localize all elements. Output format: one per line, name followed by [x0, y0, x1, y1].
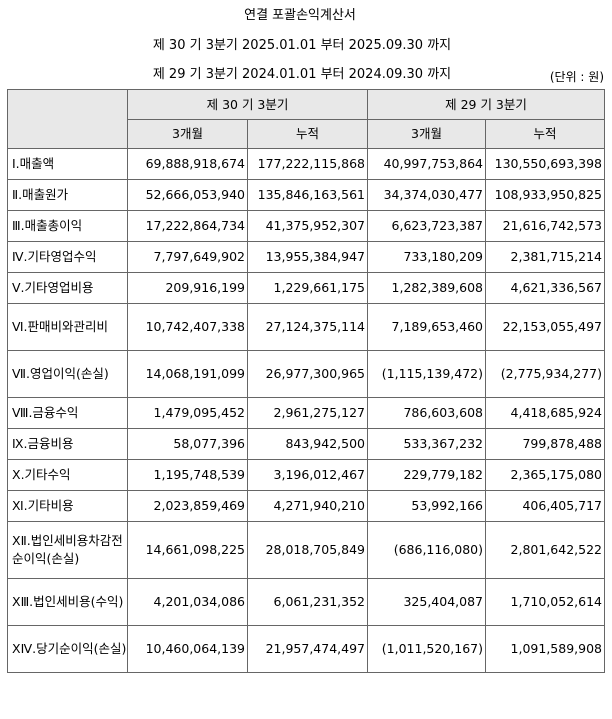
- row-label: Ⅷ.금융수익: [7, 397, 128, 429]
- current-3m-value: 7,797,649,902: [127, 241, 248, 273]
- current-3m-value: 10,460,064,139: [127, 625, 248, 673]
- prior-3m-value: 6,623,723,387: [367, 210, 486, 242]
- current-3m-value: 52,666,053,940: [127, 179, 248, 211]
- prior-cumulative-value: (2,775,934,277): [485, 350, 605, 398]
- current-cumulative-value: 21,957,474,497: [247, 625, 368, 673]
- table-row: ⅩⅣ.당기순이익(손실) 10,460,064,139 21,957,474,497…: [7, 625, 605, 673]
- row-label: Ⅳ.기타영업수익: [7, 241, 128, 273]
- prior-cumulative-value: 2,381,715,214: [485, 241, 605, 273]
- prior-3m-value: 53,992,166: [367, 490, 486, 522]
- prior-3m-value: (686,116,080): [367, 521, 486, 579]
- row-label: Ⅰ.매출액: [7, 148, 128, 180]
- statement-title: 연결 포괄손익계산서: [244, 8, 356, 23]
- current-3m-value: 1,479,095,452: [127, 397, 248, 429]
- prior-3m-value: (1,011,520,167): [367, 625, 486, 673]
- row-label: ⅩⅡ.법인세비용차감전순이익(손실): [7, 521, 128, 579]
- prior-3m-value: 533,367,232: [367, 428, 486, 460]
- prior-cumulative-value: 130,550,693,398: [485, 148, 605, 180]
- prior-3m-value: (1,115,139,472): [367, 350, 486, 398]
- prior-cumulative-value: 21,616,742,573: [485, 210, 605, 242]
- header-row-sub: 3개월 누적 3개월 누적: [8, 119, 605, 149]
- current-cumulative-value: 177,222,115,868: [247, 148, 368, 180]
- row-label: Ⅵ.판매비와관리비: [7, 303, 128, 351]
- prior-3m-value: 7,189,653,460: [367, 303, 486, 351]
- header-current-period: 제 30 기 3분기: [127, 89, 368, 120]
- current-cumulative-value: 26,977,300,965: [247, 350, 368, 398]
- row-label: Ⅴ.기타영업비용: [7, 272, 128, 304]
- row-label: Ⅱ.매출원가: [7, 179, 128, 211]
- prior-cumulative-value: 1,091,589,908: [485, 625, 605, 673]
- table-row: ⅩⅡ.법인세비용차감전순이익(손실) 14,661,098,225 28,018,7…: [7, 521, 605, 579]
- table-row: Ⅺ.기타비용 2,023,859,469 4,271,940,210 53,992,1…: [7, 490, 605, 522]
- current-cumulative-value: 1,229,661,175: [247, 272, 368, 304]
- prior-cumulative-value: 4,621,336,567: [485, 272, 605, 304]
- table-row: Ⅲ.매출총이익 17,222,864,734 41,375,952,307 6,623…: [7, 210, 605, 242]
- prior-cumulative-value: 22,153,055,497: [485, 303, 605, 351]
- prior-3m-value: 1,282,389,608: [367, 272, 486, 304]
- current-3m-value: 17,222,864,734: [127, 210, 248, 242]
- prior-3m-value: 40,997,753,864: [367, 148, 486, 180]
- current-3m-value: 14,661,098,225: [127, 521, 248, 579]
- income-statement-table: 제 30 기 3분기 제 29 기 3분기 3개월 누적 3개월 누적 Ⅰ.매출…: [7, 89, 605, 673]
- header-prior-cum: 누적: [485, 119, 605, 149]
- prior-3m-value: 229,779,182: [367, 459, 486, 491]
- table-row: Ⅵ.판매비와관리비 10,742,407,338 27,124,375,114 7,1…: [7, 303, 605, 351]
- row-label: Ⅶ.영업이익(손실): [7, 350, 128, 398]
- row-label: ⅩⅢ.법인세비용(수익): [7, 578, 128, 626]
- header-row-groups: 제 30 기 3분기 제 29 기 3분기: [7, 89, 605, 149]
- prior-cumulative-value: 4,418,685,924: [485, 397, 605, 429]
- current-3m-value: 58,077,396: [127, 428, 248, 460]
- table-row: Ⅷ.금융수익 1,479,095,452 2,961,275,127 786,603,…: [7, 397, 605, 429]
- table-row: Ⅳ.기타영업수익 7,797,649,902 13,955,384,947 733,1…: [7, 241, 605, 273]
- unit-label: (단위 : 원): [549, 70, 604, 84]
- prior-cumulative-value: 108,933,950,825: [485, 179, 605, 211]
- prior-cumulative-value: 406,405,717: [485, 490, 605, 522]
- period-prior: 제 29 기 3분기 2024.01.01 부터 2024.09.30 까지: [152, 67, 452, 82]
- header-current-3m: 3개월: [127, 119, 248, 149]
- prior-cumulative-value: 799,878,488: [485, 428, 605, 460]
- current-cumulative-value: 4,271,940,210: [247, 490, 368, 522]
- prior-3m-value: 733,180,209: [367, 241, 486, 273]
- table-row: Ⅸ.금융비용 58,077,396 843,942,500 533,367,232 79…: [7, 428, 605, 460]
- current-cumulative-value: 6,061,231,352: [247, 578, 368, 626]
- row-label: Ⅹ.기타수익: [7, 459, 128, 491]
- prior-3m-value: 325,404,087: [367, 578, 486, 626]
- current-cumulative-value: 135,846,163,561: [247, 179, 368, 211]
- current-cumulative-value: 27,124,375,114: [247, 303, 368, 351]
- row-label: Ⅺ.기타비용: [7, 490, 128, 522]
- current-3m-value: 2,023,859,469: [127, 490, 248, 522]
- row-label: Ⅸ.금융비용: [7, 428, 128, 460]
- period-current: 제 30 기 3분기 2025.01.01 부터 2025.09.30 까지: [152, 38, 452, 53]
- table-row: Ⅱ.매출원가 52,666,053,940 135,846,163,561 34,37…: [7, 179, 605, 211]
- prior-3m-value: 786,603,608: [367, 397, 486, 429]
- current-3m-value: 4,201,034,086: [127, 578, 248, 626]
- corner-header: [7, 89, 128, 149]
- current-3m-value: 69,888,918,674: [127, 148, 248, 180]
- table-row: Ⅶ.영업이익(손실) 14,068,191,099 26,977,300,965 (1…: [7, 350, 605, 398]
- current-cumulative-value: 2,961,275,127: [247, 397, 368, 429]
- header-prior-period: 제 29 기 3분기: [367, 89, 605, 120]
- table-row: Ⅴ.기타영업비용 209,916,199 1,229,661,175 1,282,38…: [7, 272, 605, 304]
- table-row: Ⅰ.매출액 69,888,918,674 177,222,115,868 40,997…: [7, 148, 605, 180]
- current-cumulative-value: 3,196,012,467: [247, 459, 368, 491]
- current-3m-value: 209,916,199: [127, 272, 248, 304]
- prior-cumulative-value: 1,710,052,614: [485, 578, 605, 626]
- current-3m-value: 10,742,407,338: [127, 303, 248, 351]
- header-prior-3m: 3개월: [367, 119, 486, 149]
- current-cumulative-value: 13,955,384,947: [247, 241, 368, 273]
- table-row: ⅩⅢ.법인세비용(수익) 4,201,034,086 6,061,231,352 32…: [7, 578, 605, 626]
- header-current-cum: 누적: [247, 119, 368, 149]
- row-label: ⅩⅣ.당기순이익(손실): [7, 625, 128, 673]
- current-3m-value: 1,195,748,539: [127, 459, 248, 491]
- prior-3m-value: 34,374,030,477: [367, 179, 486, 211]
- current-cumulative-value: 28,018,705,849: [247, 521, 368, 579]
- current-3m-value: 14,068,191,099: [127, 350, 248, 398]
- table-row: Ⅹ.기타수익 1,195,748,539 3,196,012,467 229,779,…: [7, 459, 605, 491]
- current-cumulative-value: 41,375,952,307: [247, 210, 368, 242]
- prior-cumulative-value: 2,365,175,080: [485, 459, 605, 491]
- prior-cumulative-value: 2,801,642,522: [485, 521, 605, 579]
- current-cumulative-value: 843,942,500: [247, 428, 368, 460]
- row-label: Ⅲ.매출총이익: [7, 210, 128, 242]
